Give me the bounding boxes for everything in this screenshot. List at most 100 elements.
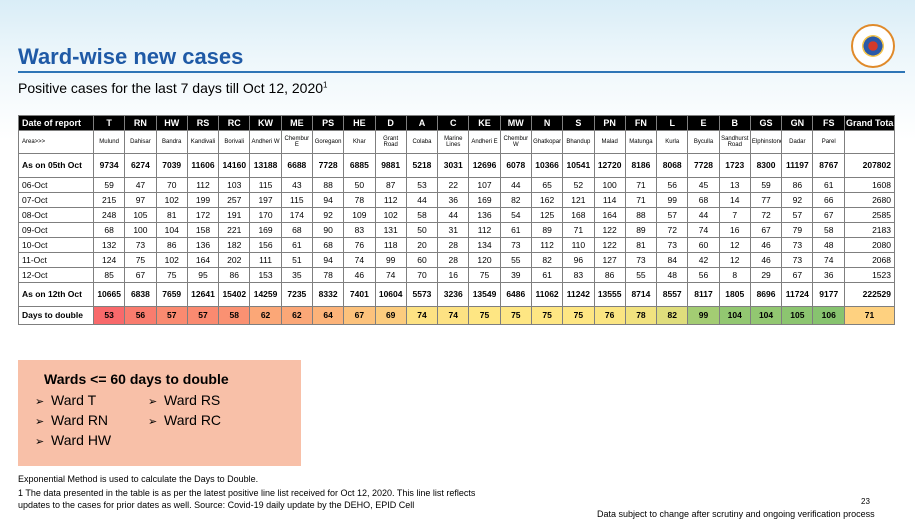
case-count-cell: 81 [155,207,188,223]
case-count-cell: 10665 [92,282,126,307]
case-count-cell: 7728 [311,153,345,178]
area-name: Bhandup [562,130,595,154]
case-count-cell: 132 [92,237,126,253]
arrow-bullet-icon: ➢ [35,436,45,448]
days-to-double-cell: 75 [562,306,595,325]
case-count-cell: 73 [499,237,532,253]
case-count-cell: 8117 [687,282,720,307]
case-count-cell: 15402 [218,282,251,307]
case-count-cell: 73 [781,237,814,253]
area-name: Khar [343,130,376,154]
case-count-cell: 134 [468,237,501,253]
area-name: Byculla [687,130,720,154]
case-count-cell: 11724 [781,282,814,307]
table-row: 11-Oct 124 75 102 164 202 111 51 94 74 99 60 28 120 55… [18,252,895,268]
case-count-cell: 61 [530,267,564,283]
ward-list-item: ➢ Ward T [35,392,96,408]
header-date-label: Date of report [18,115,94,131]
days-to-double-cell: 104 [749,306,783,325]
case-count-cell: 48 [656,267,689,283]
days-to-double-cell: 62 [249,306,282,325]
area-name: Chembur E [280,130,313,154]
case-count-cell: 88 [311,177,345,193]
case-count-cell: 53 [405,177,439,193]
case-count-cell: 72 [749,207,783,223]
row-grand-total: 1523 [844,267,895,283]
case-count-cell: 6274 [124,153,157,178]
header-ward-fs: FS [812,115,845,131]
area-label: Area>>> [18,130,94,154]
arrow-bullet-icon: ➢ [35,396,45,408]
row-date-label: 10-Oct [18,237,94,253]
case-count-cell: 70 [155,177,188,193]
header-ward-gn: GN [781,115,814,131]
case-count-cell: 5218 [405,153,439,178]
case-count-cell: 257 [218,192,251,208]
case-count-cell: 11197 [781,153,814,178]
case-count-cell: 74 [687,222,720,238]
header-ward-a: A [405,115,439,131]
case-count-cell: 31 [437,222,470,238]
subtitle-text: Positive cases for the last 7 days till … [18,80,324,96]
case-count-cell: 44 [499,177,532,193]
case-count-cell: 182 [218,237,251,253]
row-grand-total: 222529 [844,282,895,307]
municipal-emblem-logo [851,24,895,68]
case-count-cell: 22 [437,177,470,193]
row-grand-total: 2680 [844,192,895,208]
case-count-cell: 13555 [593,282,626,307]
case-count-cell: 1805 [718,282,751,307]
table-row: As on 12th Oct 10665 6838 7659 12641 15402 142… [18,282,895,307]
case-count-cell: 110 [562,237,595,253]
case-count-cell: 122 [593,237,626,253]
case-count-cell: 8186 [624,153,658,178]
row-grand-total: 2080 [844,237,895,253]
days-to-double-cell: 67 [343,306,376,325]
case-count-cell: 46 [749,237,783,253]
days-to-double-cell: 104 [718,306,751,325]
days-to-double-cell: 75 [530,306,564,325]
case-count-cell: 9734 [92,153,126,178]
case-count-cell: 115 [249,177,282,193]
case-count-cell: 65 [530,177,564,193]
case-count-cell: 158 [186,222,220,238]
case-count-cell: 89 [530,222,564,238]
ward-name: Ward RS [164,392,221,408]
header-ward-e: E [687,115,720,131]
case-count-cell: 124 [92,252,126,268]
case-count-cell: 112 [530,237,564,253]
case-count-cell: 28 [437,252,470,268]
case-count-cell: 118 [374,237,407,253]
days-to-double-cell: 64 [311,306,345,325]
case-count-cell: 78 [311,267,345,283]
slide-title: Ward-wise new cases [18,44,244,69]
case-count-cell: 83 [562,267,595,283]
case-count-cell: 162 [530,192,564,208]
row-date-label: As on 12th Oct [18,282,94,307]
header-ward-d: D [374,115,407,131]
days-to-double-cell: 58 [218,306,251,325]
header-ward-s: S [562,115,595,131]
case-count-cell: 68 [92,222,126,238]
case-count-cell: 73 [624,252,658,268]
case-count-cell: 1723 [718,153,751,178]
table-header-row: Date of report T RN HW RS RC KW ME PS HE D A C KE MW N S… [18,115,895,131]
area-name: Ghatkopar [530,130,564,154]
case-count-cell: 81 [624,237,658,253]
days-to-double-cell: 69 [374,306,407,325]
case-count-cell: 58 [812,222,845,238]
case-count-cell: 74 [812,252,845,268]
ward-list-item: ➢ Ward RN [35,412,108,428]
case-count-cell: 46 [343,267,376,283]
case-count-cell: 44 [437,207,470,223]
case-count-cell: 55 [499,252,532,268]
case-count-cell: 153 [249,267,282,283]
case-count-cell: 67 [749,222,783,238]
table-row: As on 05th Oct 9734 6274 7039 11606 14160 1318… [18,153,895,178]
case-count-cell: 75 [124,252,157,268]
case-count-cell: 6688 [280,153,313,178]
case-count-cell: 74 [374,267,407,283]
area-name: Elphinstone [749,130,783,154]
case-count-cell: 8 [718,267,751,283]
case-count-cell: 92 [311,207,345,223]
